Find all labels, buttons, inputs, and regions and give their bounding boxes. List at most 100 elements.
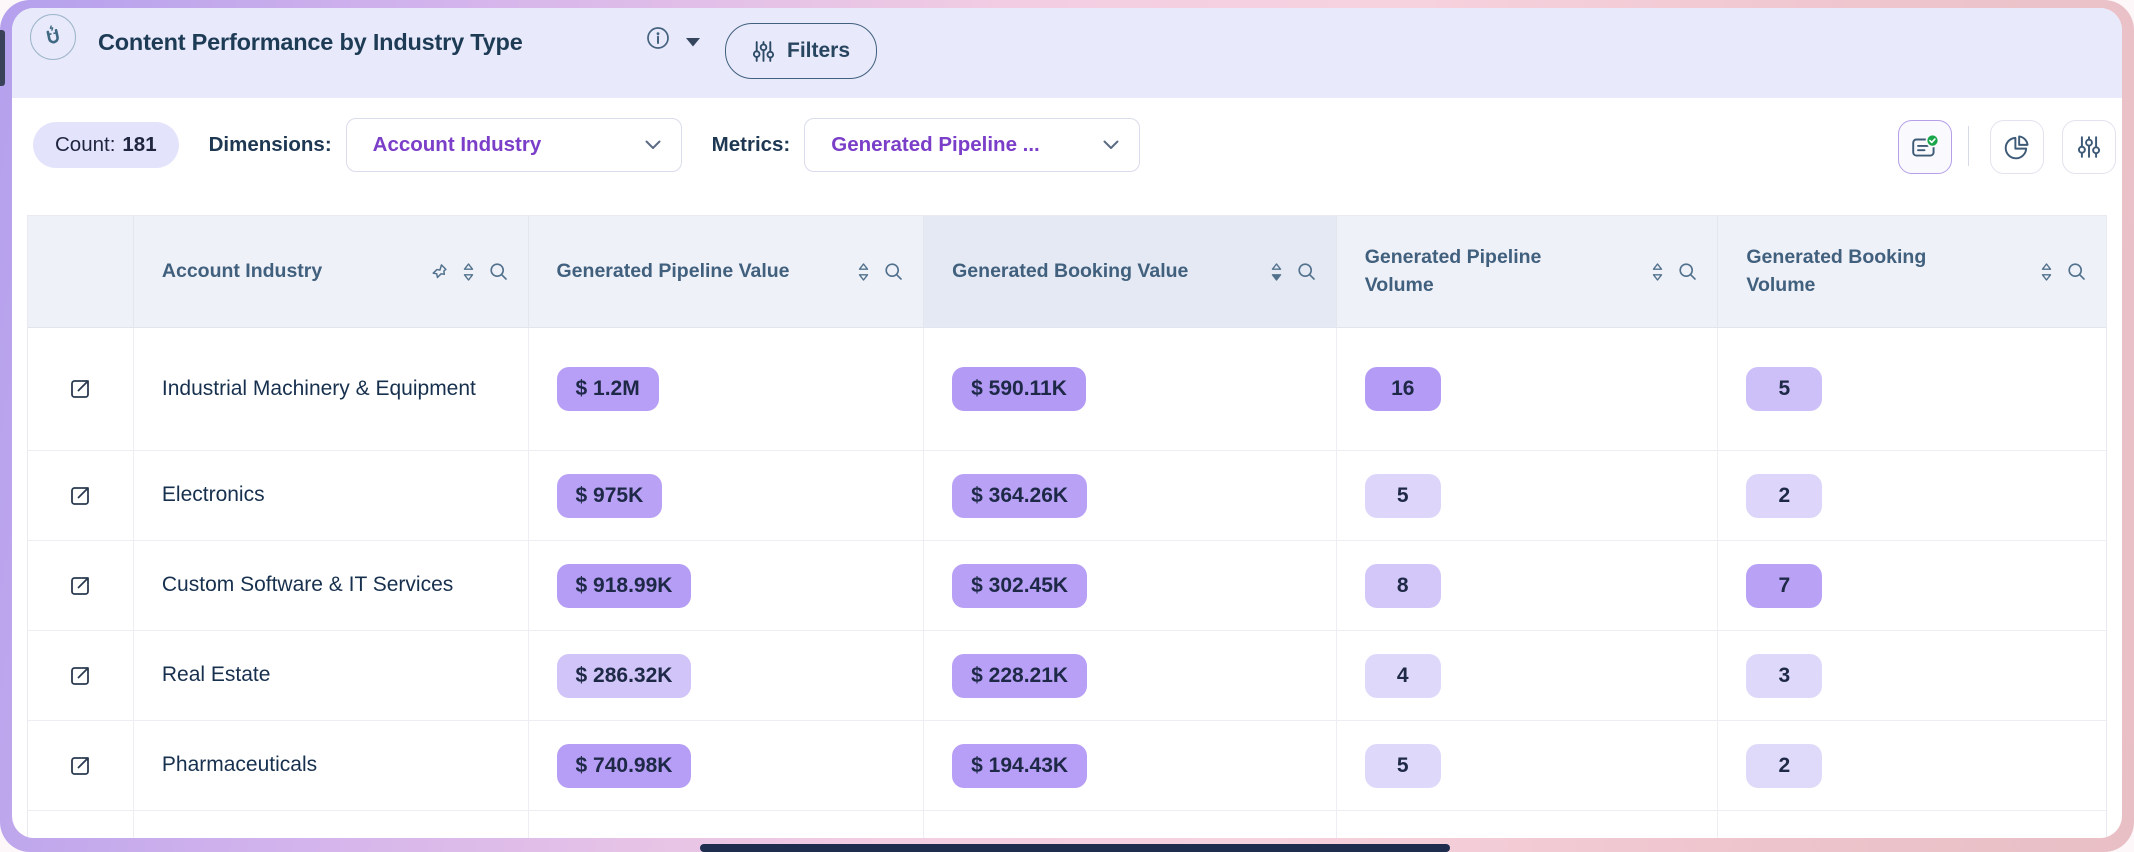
metric-badge: 7 xyxy=(1746,563,1823,608)
sort-icon[interactable] xyxy=(461,262,476,282)
count-label: Count: xyxy=(55,133,116,156)
dimensions-label: Dimensions: xyxy=(208,133,332,156)
metrics-select[interactable]: Generated Pipeline ... xyxy=(804,118,1141,172)
sort-icon[interactable] xyxy=(2039,262,2054,282)
pipeline-value-cell: $ 918.99K xyxy=(529,541,925,630)
booking-value-cell: $ 194.43K xyxy=(924,721,1337,810)
booking-volume-cell: 3 xyxy=(1718,631,2106,720)
search-icon[interactable] xyxy=(1678,262,1697,281)
booking-volume-cell: 7 xyxy=(1718,541,2106,630)
toolbar: Count: 181 Dimensions: Account Industry … xyxy=(33,118,1141,172)
search-icon[interactable] xyxy=(489,262,508,281)
data-table: Account Industry xyxy=(27,215,2107,838)
metric-badge: 2 xyxy=(1746,473,1823,518)
booking-volume-cell: 2 xyxy=(1718,451,2106,540)
metric-badge: $ 975K xyxy=(556,473,663,518)
link-cell xyxy=(28,541,134,630)
metric-badge: 4 xyxy=(1364,653,1441,698)
column-header-generated-booking-volume[interactable]: Generated Booking Volume xyxy=(1718,216,2106,327)
industry-name: Industrial Machinery & Equipment xyxy=(161,376,476,400)
link-cell xyxy=(28,328,134,450)
table-view-button[interactable] xyxy=(1898,120,1952,174)
pipeline-volume-cell: 5 xyxy=(1337,721,1719,810)
metric-badge: 5 xyxy=(1746,367,1823,411)
booking-volume-cell: 5 xyxy=(1718,328,2106,450)
chart-view-button[interactable] xyxy=(1990,120,2044,174)
column-header-generated-pipeline-volume[interactable]: Generated Pipeline Volume xyxy=(1337,216,1719,327)
industry-name: Custom Software & IT Services xyxy=(161,573,454,597)
title-bar: Content Performance by Industry Type xyxy=(12,8,2122,98)
sort-icon[interactable] xyxy=(856,262,871,282)
metric-badge: 5 xyxy=(1364,743,1441,788)
magnet-icon xyxy=(30,14,76,60)
filters-button-label: Filters xyxy=(787,39,851,62)
column-header-generated-pipeline-value[interactable]: Generated Pipeline Value xyxy=(529,216,925,327)
horizontal-scrollbar[interactable] xyxy=(700,844,1450,852)
link-cell xyxy=(28,451,134,540)
external-link-icon[interactable] xyxy=(65,481,95,511)
booking-value-cell: $ 590.11K xyxy=(924,328,1337,450)
pipeline-value-cell: $ 286.32K xyxy=(529,631,925,720)
table-row: Industrial Machinery & Equipment $ 1.2M … xyxy=(28,328,2106,451)
industry-cell: Industrial Machinery & Equipment xyxy=(134,328,529,450)
table-settings-button[interactable] xyxy=(2062,120,2116,174)
metric-badge: 8 xyxy=(1364,563,1441,608)
pipeline-value-cell: $ 1.2M xyxy=(529,328,925,450)
pipeline-value-cell: $ 740.98K xyxy=(529,721,925,810)
search-icon[interactable] xyxy=(1297,262,1316,281)
industry-cell: Electronics xyxy=(134,451,529,540)
external-link-icon[interactable] xyxy=(65,374,95,404)
table-row-partial xyxy=(28,811,2106,838)
metric-badge: 5 xyxy=(1364,473,1441,518)
dimensions-selected-value: Account Industry xyxy=(372,133,542,156)
metric-badge: $ 740.98K xyxy=(556,743,692,788)
metrics-label: Metrics: xyxy=(711,133,791,156)
industry-cell: Pharmaceuticals xyxy=(134,721,529,810)
metric-badge: 16 xyxy=(1364,367,1441,411)
chevron-down-icon[interactable] xyxy=(686,34,700,52)
column-label: Generated Booking Value xyxy=(952,259,1189,282)
toolbar-divider xyxy=(1968,126,1969,166)
sort-icon[interactable] xyxy=(1650,262,1665,282)
industry-cell: Real Estate xyxy=(134,631,529,720)
column-label: Generated Booking Volume xyxy=(1746,246,1927,296)
external-link-icon[interactable] xyxy=(65,751,95,781)
count-value: 181 xyxy=(122,133,157,156)
industry-cell: Custom Software & IT Services xyxy=(134,541,529,630)
external-link-icon[interactable] xyxy=(65,571,95,601)
link-cell xyxy=(28,631,134,720)
external-link-icon[interactable] xyxy=(65,661,95,691)
dimensions-select[interactable]: Account Industry xyxy=(345,118,682,172)
filters-button[interactable]: Filters xyxy=(725,23,878,79)
metric-badge: 3 xyxy=(1746,653,1823,698)
pipeline-volume-cell: 5 xyxy=(1337,451,1719,540)
pipeline-volume-cell: 16 xyxy=(1337,328,1719,450)
sort-desc-icon[interactable] xyxy=(1269,262,1284,282)
page-title: Content Performance by Industry Type xyxy=(98,29,523,55)
search-icon[interactable] xyxy=(884,262,903,281)
filters-icon xyxy=(752,40,775,63)
column-header-generated-booking-value[interactable]: Generated Booking Value xyxy=(924,216,1337,327)
chevron-down-icon xyxy=(1103,140,1119,150)
metrics-selected-value: Generated Pipeline ... xyxy=(831,133,1040,156)
info-icon[interactable] xyxy=(645,25,671,56)
booking-value-cell: $ 364.26K xyxy=(924,451,1337,540)
search-icon[interactable] xyxy=(2067,262,2086,281)
table-row: Custom Software & IT Services $ 918.99K … xyxy=(28,541,2106,631)
pin-icon[interactable] xyxy=(430,263,448,281)
pipeline-volume-cell: 4 xyxy=(1337,631,1719,720)
link-column-header xyxy=(28,216,134,327)
metric-badge: $ 286.32K xyxy=(556,653,692,698)
chevron-down-icon xyxy=(645,140,661,150)
metric-badge: $ 918.99K xyxy=(556,563,692,608)
column-label: Account Industry xyxy=(161,259,323,282)
column-header-account-industry[interactable]: Account Industry xyxy=(134,216,529,327)
table-view-icon xyxy=(1912,133,1940,157)
metric-badge: $ 1.2M xyxy=(556,367,659,411)
metric-badge: $ 590.11K xyxy=(952,367,1086,411)
booking-value-cell: $ 228.21K xyxy=(924,631,1337,720)
background-edge xyxy=(0,30,5,86)
booking-volume-cell: 2 xyxy=(1718,721,2106,810)
column-label: Generated Pipeline Volume xyxy=(1364,246,1542,296)
